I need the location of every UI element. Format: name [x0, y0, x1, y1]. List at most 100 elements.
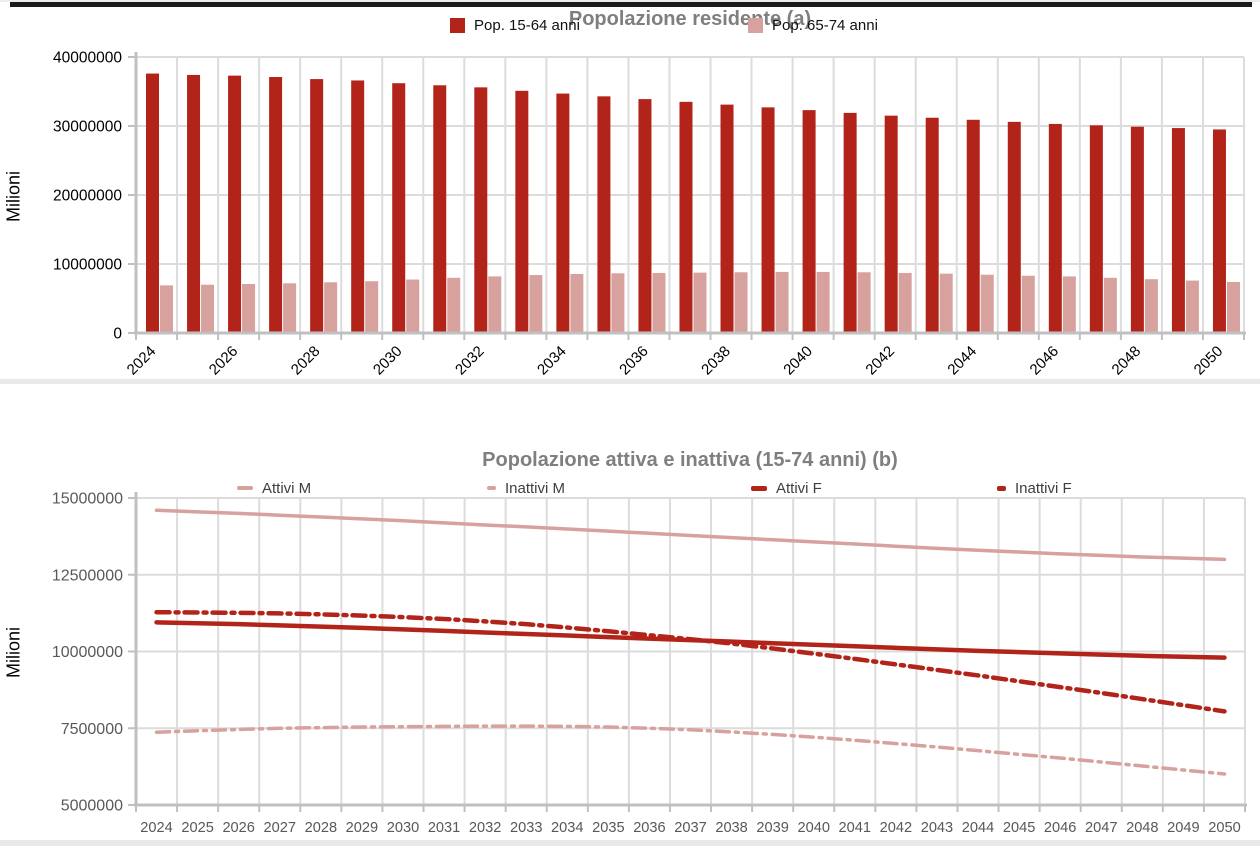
bar-pop-65-74-anni [1226, 281, 1240, 333]
x-tick-label: 2030 [387, 820, 419, 836]
bar-pop-65-74-anni [447, 277, 461, 333]
bar-pop-15-64-anni [1171, 128, 1185, 333]
legend-line-marker-icon [997, 485, 1006, 491]
x-tick-label: 2043 [921, 820, 953, 836]
bar-pop-15-64-anni [802, 110, 816, 333]
bar-pop-15-64-anni [146, 73, 159, 333]
bar-pop-15-64-anni [392, 83, 406, 333]
y-tick-label: 0 [113, 326, 122, 343]
bar-chart-y-axis-label: Milioni [3, 171, 24, 223]
bar-pop-65-74-anni [816, 271, 830, 333]
line-chart-y-axis-label: Milioni [3, 627, 24, 679]
x-tick-label: 2047 [1085, 820, 1117, 836]
bar-pop-65-74-anni [488, 276, 502, 333]
x-tick-label: 2035 [592, 820, 624, 836]
bar-pop-15-64-anni [638, 99, 652, 333]
y-tick-label: 40000000 [53, 50, 122, 67]
legend-swatch-icon [450, 17, 465, 33]
bar-pop-15-64-anni [351, 80, 365, 334]
bar-pop-65-74-anni [201, 284, 215, 333]
legend-label: Attivi M [262, 479, 312, 497]
bar-pop-65-74-anni [1144, 279, 1158, 333]
bar-pop-15-64-anni [1007, 121, 1021, 333]
bar-pop-15-64-anni [761, 107, 775, 334]
legend-item-pop-15-64-anni: Pop. 15-64 anni [450, 16, 580, 34]
x-tick-label: 2034 [551, 820, 583, 836]
legend-item-inattivi-f: Inattivi F [997, 479, 1072, 497]
y-tick-label: 10000000 [53, 257, 122, 274]
bar-pop-65-74-anni [857, 272, 871, 333]
legend-item-attivi-m: Attivi M [237, 479, 311, 497]
legend-swatch-icon [748, 17, 763, 33]
y-tick-label: 30000000 [53, 119, 122, 136]
y-tick-label: 15000000 [52, 491, 123, 508]
y-tick-label: 5000000 [61, 798, 123, 815]
bar-pop-15-64-anni [1048, 123, 1062, 334]
legend-label: Pop. 65-74 anni [772, 16, 878, 34]
x-tick-label: 2045 [1003, 820, 1035, 836]
bar-pop-15-64-anni [597, 96, 611, 333]
bar-pop-65-74-anni [898, 272, 912, 333]
x-tick-label: 2031 [428, 820, 460, 836]
bar-pop-15-64-anni [843, 112, 857, 333]
bar-pop-65-74-anni [242, 284, 256, 333]
x-tick-label: 2042 [880, 820, 912, 836]
bar-pop-15-64-anni [679, 101, 693, 333]
x-tick-label: 2037 [674, 820, 706, 836]
x-tick-label: 2038 [715, 820, 747, 836]
bar-pop-15-64-anni [556, 93, 570, 333]
legend-item-pop-65-74-anni: Pop. 65-74 anni [748, 16, 878, 34]
bar-pop-15-64-anni [187, 74, 201, 333]
legend-line-marker-icon [751, 485, 767, 491]
x-tick-label: 2029 [346, 820, 378, 836]
legend-label: Attivi F [776, 479, 822, 497]
bar-pop-65-74-anni [775, 271, 789, 333]
bottom-divider [0, 840, 1260, 846]
bar-pop-65-74-anni [652, 272, 666, 333]
y-tick-label: 7500000 [61, 721, 123, 738]
bar-pop-65-74-anni [529, 275, 543, 333]
bar-pop-65-74-anni [406, 279, 420, 333]
bar-pop-65-74-anni [160, 285, 173, 333]
bar-pop-65-74-anni [693, 272, 707, 333]
bar-pop-65-74-anni [1103, 277, 1117, 333]
bar-pop-65-74-anni [980, 274, 994, 333]
line-inattivi-f [154, 609, 1227, 714]
x-tick-label: 2039 [756, 820, 788, 836]
bar-pop-15-64-anni [228, 75, 242, 333]
x-tick-label: 2048 [1126, 820, 1158, 836]
bar-pop-65-74-anni [939, 273, 953, 333]
bar-pop-65-74-anni [1185, 280, 1199, 333]
bar-pop-15-64-anni [269, 77, 283, 333]
bar-chart-title: Popolazione residente (a) [568, 8, 812, 30]
bar-pop-15-64-anni [1089, 125, 1103, 333]
x-tick-label: 2036 [633, 820, 665, 836]
x-tick-label: 2033 [510, 820, 542, 836]
y-tick-label: 20000000 [53, 188, 122, 205]
bar-pop-65-74-anni [324, 282, 338, 333]
top-hairline [0, 0, 1260, 2]
section-divider [0, 379, 1260, 384]
bar-pop-65-74-anni [734, 272, 748, 333]
bar-pop-15-64-anni [1212, 129, 1226, 333]
bar-pop-15-64-anni [966, 119, 980, 333]
legend-item-inattivi-m: Inattivi M [487, 479, 565, 497]
legend-label: Pop. 15-64 anni [474, 16, 580, 34]
x-tick-label: 2026 [222, 820, 254, 836]
y-tick-label: 10000000 [52, 644, 123, 661]
line-chart-title: Popolazione attiva e inattiva (15-74 ann… [482, 449, 898, 471]
x-tick-label: 2027 [264, 820, 296, 836]
x-tick-label: 2028 [305, 820, 337, 836]
bar-pop-15-64-anni [884, 115, 898, 334]
bar-pop-15-64-anni [1130, 126, 1144, 333]
top-divider-rule [10, 2, 1252, 7]
line-inattivi-m [154, 724, 1227, 776]
legend-item-attivi-f: Attivi F [751, 479, 822, 497]
x-tick-label: 2044 [962, 820, 994, 836]
bar-pop-65-74-anni [1021, 275, 1035, 333]
x-tick-label: 2024 [140, 820, 172, 836]
bar-pop-15-64-anni [474, 87, 488, 333]
legend-label: Inattivi F [1015, 479, 1072, 497]
